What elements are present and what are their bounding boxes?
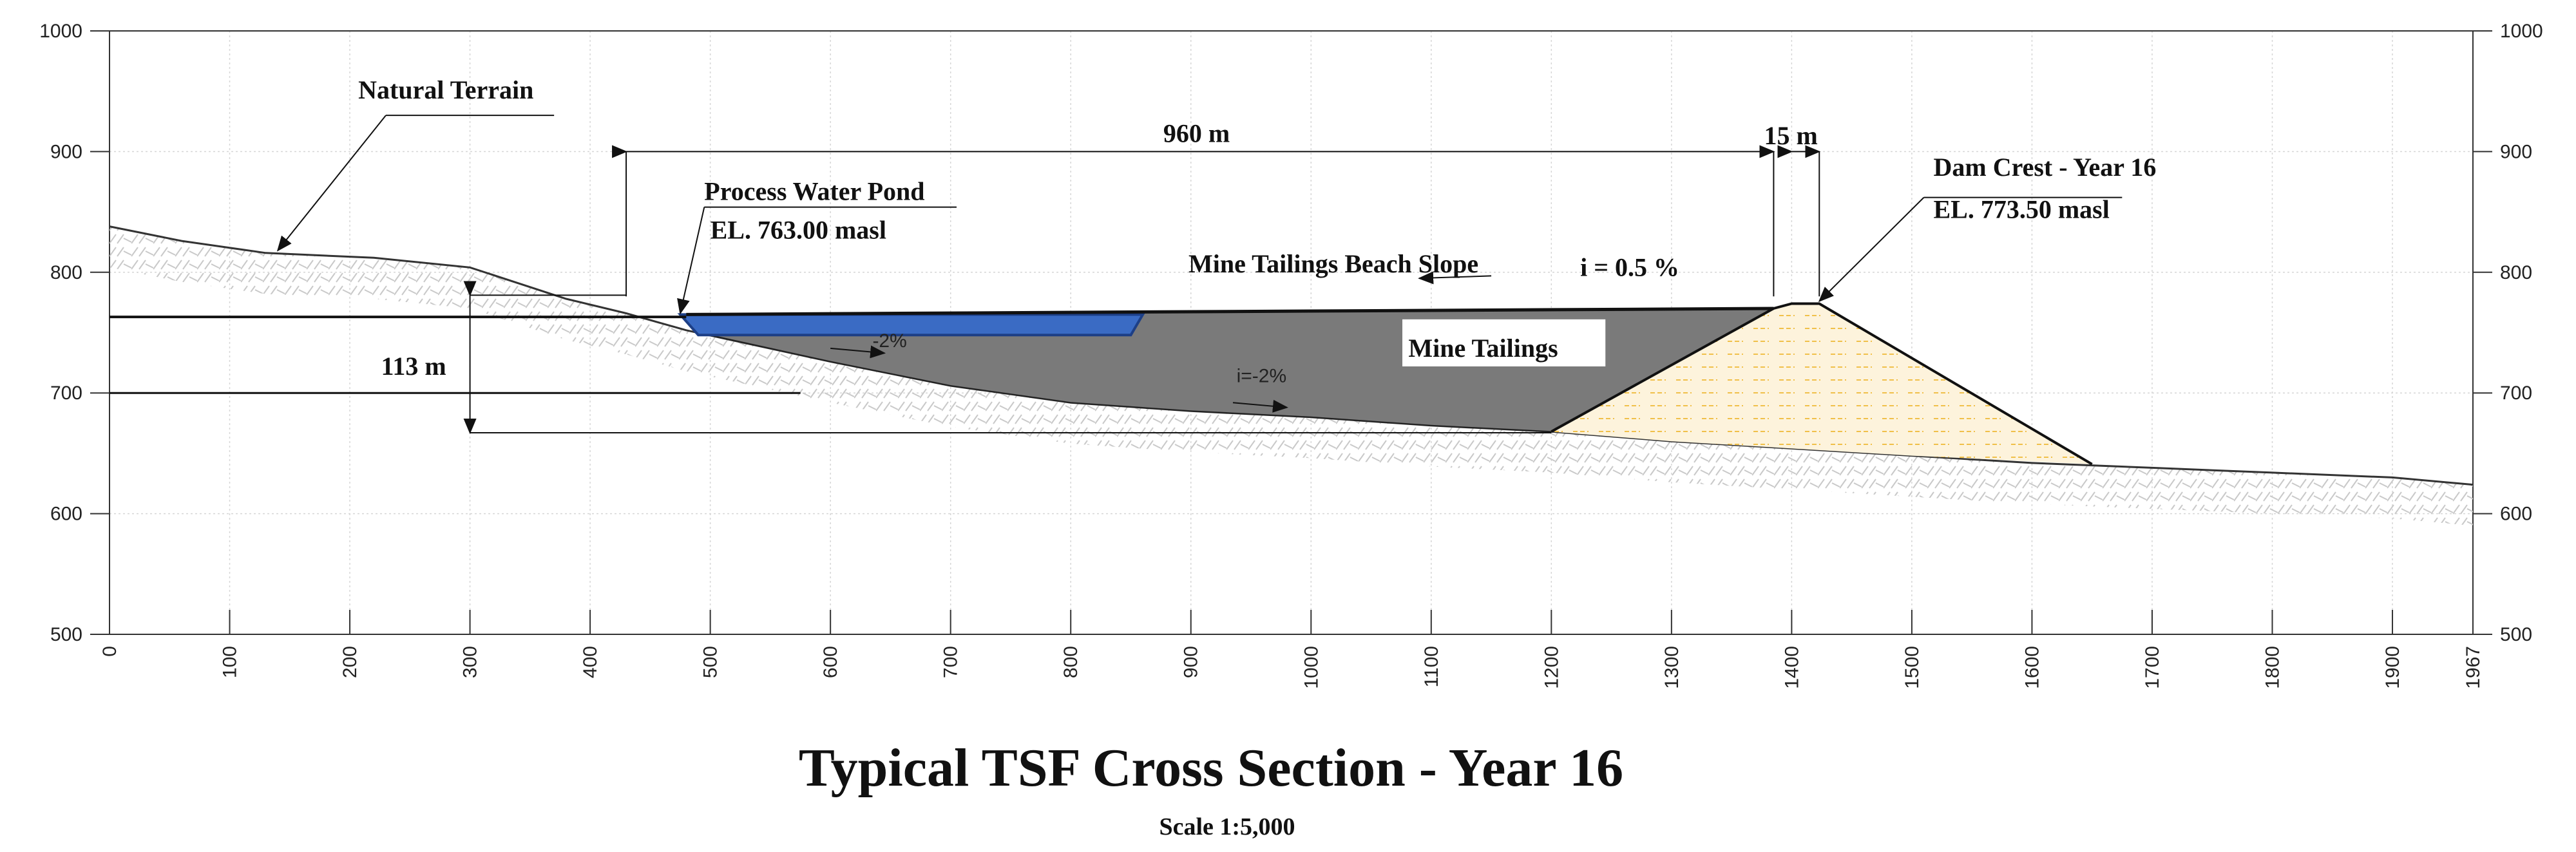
y-tick-label-left: 900 (50, 141, 82, 162)
x-tick-label: 100 (220, 646, 241, 678)
x-tick-label: 900 (1181, 646, 1202, 678)
process-water-pond (677, 313, 1145, 337)
dim-line (1418, 271, 1492, 285)
y-tick-label-right: 600 (2500, 504, 2532, 525)
y-tick-label-left: 500 (50, 624, 82, 645)
process-water-pond-label: Process Water Pond (704, 176, 924, 205)
dim-line (830, 345, 886, 359)
x-tick-label: 1600 (2021, 646, 2043, 689)
dim-line (276, 115, 386, 252)
y-tick-label-right: 1000 (2500, 21, 2543, 42)
x-tick-label: 1800 (2262, 646, 2283, 689)
x-tick-label: 600 (820, 646, 841, 678)
x-tick-label: 700 (940, 646, 962, 678)
dim-line (1818, 196, 1925, 303)
plot-frame (109, 30, 2474, 635)
terrain-fill (110, 226, 2473, 526)
mine-tailings-label: Mine Tailings (1408, 334, 1558, 363)
beach-slope-label: Mine Tailings Beach Slope (1188, 249, 1478, 278)
dimension-15-label: 15 m (1764, 121, 1817, 150)
y-tick-label-left: 1000 (39, 21, 82, 42)
dimension-960-label: 960 m (1163, 118, 1230, 147)
x-tick-label: 1400 (1781, 646, 1802, 689)
dim-line (677, 207, 705, 315)
y-tick-label-left: 600 (50, 504, 82, 525)
x-tick-label: 1300 (1661, 646, 1683, 689)
y-tick-label-left: 700 (50, 383, 82, 404)
dimension-lines (110, 115, 2123, 435)
x-tick-label: 0 (99, 646, 120, 657)
natural-terrain-label: Natural Terrain (358, 75, 533, 104)
beach-slope-line (686, 307, 1774, 316)
y-tick-label-right: 800 (2500, 262, 2532, 283)
axis-ticks: 500 500 600 600 700 700 800 800 900 900 1000 1000 0 1… (39, 21, 2543, 689)
y-tick-label-right: 900 (2500, 141, 2532, 162)
dim-line (1232, 399, 1288, 413)
beach-slope-value: i = 0.5 % (1580, 252, 1679, 281)
x-tick-label: 200 (339, 646, 361, 678)
x-tick-label: 500 (700, 646, 721, 678)
dam-fill-hatch (1551, 303, 2092, 464)
x-tick-label: 1000 (1301, 646, 1322, 689)
y-tick-label-right: 700 (2500, 383, 2532, 404)
dam-crest-label: Dam Crest - Year 16 (1933, 153, 2156, 182)
x-tick-label: 1100 (1421, 646, 1442, 688)
x-tick-label: 1967 (2463, 646, 2484, 689)
pond-slope-label: -2% (872, 330, 906, 352)
x-tick-label: 1700 (2142, 646, 2163, 689)
x-tick-label: 1200 (1541, 646, 1562, 689)
mine-tailings-label-bg (1402, 319, 1606, 366)
dam-outline (1550, 302, 2093, 466)
pond-elevation-label: EL. 763.00 masl (711, 215, 886, 244)
x-tick-label: 300 (460, 646, 481, 678)
y-tick-label-left: 800 (50, 262, 82, 283)
bottom-slope-label: i=-2% (1237, 365, 1287, 386)
y-tick-label-right: 500 (2500, 624, 2532, 645)
x-tick-label: 1500 (1902, 646, 1923, 689)
x-tick-label: 1900 (2382, 646, 2403, 689)
dimension-113-label: 113 m (381, 352, 446, 381)
x-tick-label: 800 (1060, 646, 1082, 678)
x-tick-label: 400 (580, 646, 601, 678)
figure-title: Typical TSF Cross Section - Year 16 (799, 738, 1623, 798)
figure-subtitle: Scale 1:5,000 (1159, 813, 1295, 840)
dam-elevation-label: EL. 773.50 masl (1933, 194, 2109, 223)
